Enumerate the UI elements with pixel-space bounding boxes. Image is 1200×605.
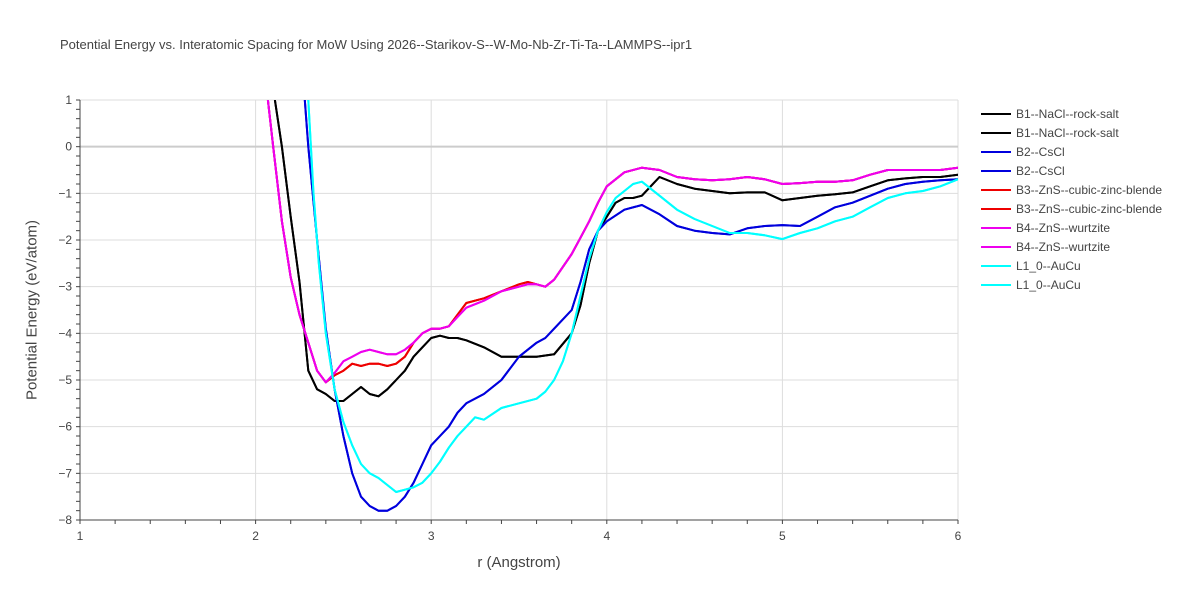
legend-label: L1_0--AuCu [1016, 278, 1081, 292]
series-line-3 [303, 100, 958, 512]
y-tick-label: −5 [58, 373, 72, 387]
x-tick-label: 6 [955, 529, 962, 543]
y-tick-label: −6 [58, 420, 72, 434]
x-tick-label: 2 [252, 529, 259, 543]
y-tick-label: −3 [58, 280, 72, 294]
series-line-2 [303, 100, 958, 512]
legend-label: B3--ZnS--cubic-zinc-blende [1016, 183, 1162, 197]
y-tick-label: 1 [65, 93, 72, 107]
series-line-6 [266, 100, 958, 384]
series-line-9 [307, 100, 958, 493]
legend-label: B1--NaCl--rock-salt [1016, 126, 1119, 140]
series-line-8 [307, 100, 958, 493]
legend-label: B2--CsCl [1016, 164, 1065, 178]
y-tick-label: −1 [58, 186, 72, 200]
x-tick-label: 4 [603, 529, 610, 543]
y-tick-label: −4 [58, 326, 72, 340]
legend-label: B2--CsCl [1016, 145, 1065, 159]
y-tick-label: −2 [58, 233, 72, 247]
series-line-5 [266, 100, 958, 384]
series-line-4 [266, 100, 958, 384]
series-line-0 [273, 100, 958, 402]
legend-label: B1--NaCl--rock-salt [1016, 107, 1119, 121]
chart-title: Potential Energy vs. Interatomic Spacing… [60, 37, 693, 52]
y-tick-label: 0 [65, 140, 72, 154]
y-axis-label: Potential Energy (eV/atom) [23, 219, 41, 401]
legend-label: B3--ZnS--cubic-zinc-blende [1016, 202, 1162, 216]
y-tick-label: −7 [58, 466, 72, 480]
y-tick-label: −8 [58, 513, 72, 527]
legend-label: B4--ZnS--wurtzite [1016, 221, 1110, 235]
x-axis-label: r (Angstrom) [477, 554, 561, 571]
legend-label: B4--ZnS--wurtzite [1016, 240, 1110, 254]
legend-label: L1_0--AuCu [1016, 259, 1081, 273]
series-line-1 [273, 100, 958, 402]
x-tick-label: 5 [779, 529, 786, 543]
x-tick-label: 3 [428, 529, 435, 543]
series-line-7 [266, 100, 958, 384]
x-tick-label: 1 [77, 529, 84, 543]
